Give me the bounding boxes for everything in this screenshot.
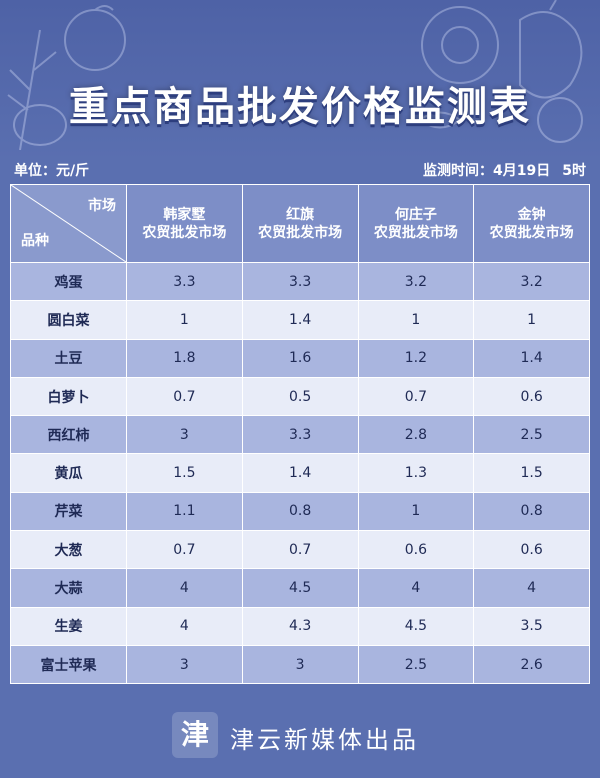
price-cell: 4.3 — [241, 606, 359, 646]
price-cell: 4 — [126, 606, 243, 646]
price-cell: 4.5 — [241, 568, 359, 608]
corner-diagonal — [11, 185, 126, 262]
price-cell: 2.8 — [357, 415, 475, 455]
price-cell: 1.4 — [473, 338, 590, 378]
row-name: 黄瓜 — [10, 453, 127, 493]
table-row: 土豆 1.8 1.6 1.2 1.4 — [10, 338, 590, 378]
price-cell: 0.8 — [473, 491, 590, 532]
price-cell: 1 — [357, 491, 475, 532]
price-table: 市场 品种 韩家墅 农贸批发市场 红旗 农贸批发市场 何庄子 农贸批发市场 金钟 农贸批… — [10, 184, 590, 685]
corner-variety-label: 品种 — [21, 233, 49, 249]
price-cell: 1.1 — [126, 491, 243, 532]
header-banner: 重点商品批发价格监测表 — [0, 0, 600, 160]
price-cell: 1.8 — [126, 338, 243, 378]
price-cell: 3.3 — [241, 415, 359, 455]
column-header: 何庄子 农贸批发市场 — [357, 184, 475, 263]
price-cell: 0.6 — [357, 530, 475, 570]
row-name: 大葱 — [10, 530, 127, 570]
column-header: 金钟 农贸批发市场 — [473, 184, 590, 263]
unit-label: 单位：元/斤 — [14, 163, 90, 179]
vegetable-illustration-right — [418, 0, 583, 143]
price-cell: 4 — [357, 568, 475, 608]
price-cell: 3.3 — [126, 261, 243, 302]
row-name: 圆白菜 — [10, 300, 127, 340]
price-cell: 3 — [126, 415, 243, 455]
page-title: 重点商品批发价格监测表 — [69, 84, 531, 130]
price-cell: 0.6 — [473, 376, 590, 417]
price-cell: 0.7 — [241, 530, 359, 570]
price-cell: 4 — [473, 568, 590, 608]
price-cell: 3.2 — [357, 261, 475, 302]
price-cell: 2.6 — [473, 644, 590, 685]
price-cell: 1.4 — [241, 300, 359, 340]
price-cell: 3 — [126, 644, 243, 685]
price-cell: 1.5 — [473, 453, 590, 493]
row-name: 鸡蛋 — [10, 261, 127, 302]
price-cell: 1.5 — [126, 453, 243, 493]
price-cell: 1 — [126, 300, 243, 340]
table-row: 芹菜 1.1 0.8 1 0.8 — [10, 491, 590, 532]
price-cell: 3.3 — [241, 261, 359, 302]
column-header: 韩家墅 农贸批发市场 — [126, 184, 243, 263]
corner-market-label: 市场 — [88, 198, 116, 214]
table-row: 黄瓜 1.5 1.4 1.3 1.5 — [10, 453, 590, 493]
row-name: 富士苹果 — [10, 644, 127, 685]
monitor-date: 监测时间：4月19日 — [423, 163, 551, 179]
price-cell: 1.3 — [357, 453, 475, 493]
price-cell: 1 — [357, 300, 475, 340]
row-name: 西红柿 — [10, 415, 127, 455]
table-row: 生姜 4 4.3 4.5 3.5 — [10, 606, 590, 646]
price-cell: 1.2 — [357, 338, 475, 378]
table-row: 大葱 0.7 0.7 0.6 0.6 — [10, 530, 590, 570]
row-name: 白萝卜 — [10, 376, 127, 417]
price-cell: 0.7 — [126, 530, 243, 570]
price-cell: 1 — [473, 300, 590, 340]
price-cell: 4.5 — [357, 606, 475, 646]
price-cell: 0.7 — [126, 376, 243, 417]
brand-credit: 津云新媒体出品 — [230, 726, 419, 754]
table-row: 西红柿 3 3.3 2.8 2.5 — [10, 415, 590, 455]
price-cell: 3.2 — [473, 261, 590, 302]
row-name: 土豆 — [10, 338, 127, 378]
corner-header: 市场 品种 — [10, 184, 127, 263]
row-name: 生姜 — [10, 606, 127, 646]
row-name: 大蒜 — [10, 568, 127, 608]
price-cell: 2.5 — [473, 415, 590, 455]
table-row: 圆白菜 1 1.4 1 1 — [10, 300, 590, 340]
price-cell: 4 — [126, 568, 243, 608]
price-cell: 0.5 — [241, 376, 359, 417]
table-row: 白萝卜 0.7 0.5 0.7 0.6 — [10, 376, 590, 417]
price-cell: 1.4 — [241, 453, 359, 493]
price-cell: 3.5 — [473, 606, 590, 646]
monitor-time: 监测时间：4月19日 5时 — [423, 160, 586, 182]
row-name: 芹菜 — [10, 491, 127, 532]
table-row: 鸡蛋 3.3 3.3 3.2 3.2 — [10, 261, 590, 302]
monitor-hour: 5时 — [562, 163, 586, 179]
price-cell: 0.7 — [357, 376, 475, 417]
price-cell: 0.6 — [473, 530, 590, 570]
table-row: 富士苹果 3 3 2.5 2.6 — [10, 644, 590, 685]
price-cell: 2.5 — [357, 644, 475, 685]
price-cell: 3 — [241, 644, 359, 685]
vegetable-illustration-left — [7, 5, 126, 150]
column-header: 红旗 农贸批发市场 — [241, 184, 359, 263]
price-cell: 0.8 — [241, 491, 359, 532]
table-row: 大蒜 4 4.5 4 4 — [10, 568, 590, 608]
price-cell: 1.6 — [241, 338, 359, 378]
jinyun-logo-icon: 津 — [172, 712, 218, 758]
footer: 津 津云新媒体出品 — [0, 690, 600, 778]
table-header-row: 市场 品种 韩家墅 农贸批发市场 红旗 农贸批发市场 何庄子 农贸批发市场 金钟 农贸批… — [10, 184, 590, 263]
